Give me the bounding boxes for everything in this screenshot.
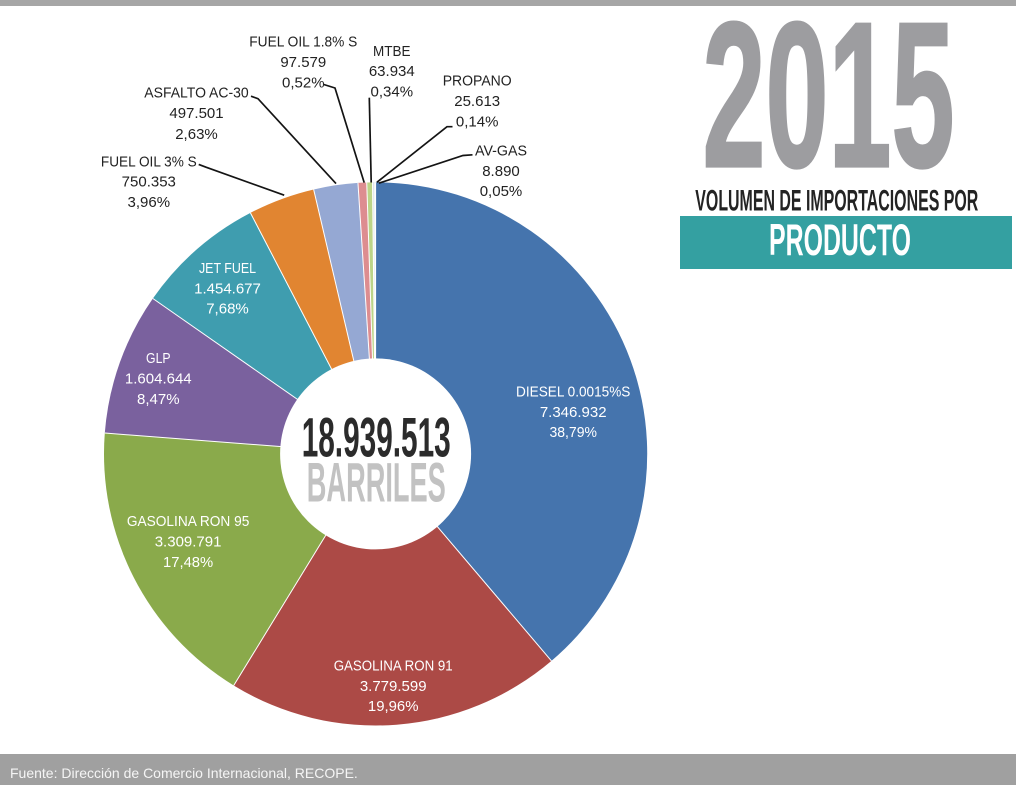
svg-text:18.939.513: 18.939.513	[302, 405, 451, 468]
svg-text:17,48%: 17,48%	[163, 554, 213, 571]
svg-text:GLP: GLP	[146, 350, 171, 367]
svg-text:VOLUMEN DE IMPORTACIONES POR: VOLUMEN DE IMPORTACIONES POR	[695, 185, 978, 218]
svg-text:7,68%: 7,68%	[206, 301, 249, 318]
svg-text:8.890: 8.890	[482, 163, 520, 180]
svg-text:25.613: 25.613	[454, 93, 500, 110]
svg-text:19,96%: 19,96%	[368, 698, 419, 715]
svg-text:0,52%: 0,52%	[282, 74, 325, 91]
svg-text:1.454.677: 1.454.677	[194, 280, 261, 297]
svg-text:AV-GAS: AV-GAS	[475, 143, 527, 160]
svg-text:1.604.644: 1.604.644	[125, 371, 192, 388]
svg-text:97.579: 97.579	[280, 54, 326, 71]
svg-text:GASOLINA RON 91: GASOLINA RON 91	[334, 658, 453, 675]
svg-text:7.346.932: 7.346.932	[540, 404, 607, 421]
svg-text:BARRILES: BARRILES	[307, 451, 446, 514]
svg-text:GASOLINA RON 95: GASOLINA RON 95	[127, 513, 250, 530]
svg-text:0,05%: 0,05%	[480, 183, 523, 200]
svg-text:3.779.599: 3.779.599	[360, 678, 427, 695]
svg-text:PROPANO: PROPANO	[443, 73, 512, 90]
svg-text:750.353: 750.353	[122, 174, 176, 191]
svg-text:8,47%: 8,47%	[137, 391, 180, 408]
svg-text:FUEL OIL 1.8% S: FUEL OIL 1.8% S	[249, 34, 357, 51]
svg-text:38,79%: 38,79%	[549, 424, 597, 441]
svg-text:PRODUCTO: PRODUCTO	[769, 216, 911, 265]
svg-text:JET FUEL: JET FUEL	[199, 260, 256, 277]
svg-text:FUEL OIL 3% S: FUEL OIL 3% S	[101, 153, 197, 170]
svg-text:3,96%: 3,96%	[128, 194, 171, 211]
svg-text:ASFALTO AC-30: ASFALTO AC-30	[144, 85, 248, 102]
svg-text:63.934: 63.934	[369, 63, 415, 80]
svg-text:2015: 2015	[703, 0, 955, 210]
svg-text:3.309.791: 3.309.791	[155, 533, 222, 550]
svg-text:497.501: 497.501	[169, 105, 223, 122]
svg-text:2,63%: 2,63%	[175, 126, 218, 143]
svg-text:0,14%: 0,14%	[456, 113, 499, 130]
svg-text:0,34%: 0,34%	[371, 84, 414, 101]
svg-text:MTBE: MTBE	[373, 43, 411, 60]
svg-text:DIESEL 0.0015%S: DIESEL 0.0015%S	[516, 384, 630, 401]
